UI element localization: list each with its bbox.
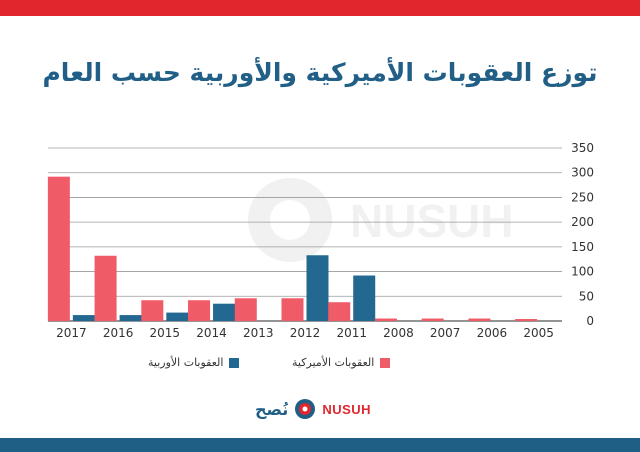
bar-american-2006	[468, 318, 491, 321]
y-tick-label: 50	[579, 289, 594, 303]
legend-european-label: العقوبات الأوربية	[148, 356, 224, 369]
x-tick-label: 2014	[196, 326, 227, 340]
bar-european-2012	[306, 255, 329, 321]
bar-american-2008	[374, 318, 397, 321]
bottom-accent-bar	[0, 438, 640, 452]
bar-american-2013	[234, 298, 257, 321]
bar-european-2017	[72, 315, 95, 321]
logo-latin-text: NUSUH	[322, 401, 372, 417]
footer-logo: نُصح NUSUH	[255, 398, 371, 420]
y-tick-label: 300	[571, 166, 594, 180]
y-tick-label: 350	[571, 141, 594, 155]
bar-chart: 0 50 100 150 200 250 300 350 2017 2016 2015 2014 201…	[47, 141, 594, 340]
x-tick-label: 2013	[243, 326, 274, 340]
bar-european-2014	[213, 303, 236, 321]
legend-american: العقوبات الأميركية	[292, 356, 391, 369]
bar-european-2016	[119, 315, 142, 321]
bar-american-2012	[281, 298, 304, 321]
bar-european-2011	[353, 275, 376, 321]
bar-european-2015	[166, 312, 189, 321]
legend-american-label: العقوبات الأميركية	[292, 356, 375, 369]
x-tick-label: 2008	[383, 326, 414, 340]
bar-american-2014	[188, 300, 211, 321]
x-tick-label: 2015	[150, 326, 181, 340]
x-tick-label: 2017	[56, 326, 87, 340]
y-tick-label: 100	[571, 265, 594, 279]
logo-arabic-text: نُصح	[255, 399, 289, 419]
x-tick-label: 2007	[430, 326, 461, 340]
bar-american-2015	[141, 300, 164, 321]
y-tick-label: 200	[571, 215, 594, 229]
y-tick-label: 250	[571, 190, 594, 204]
y-tick-label: 150	[571, 240, 594, 254]
chart-title: توزع العقوبات الأميركية والأوربية حسب ال…	[42, 58, 598, 87]
bar-american-2016	[94, 255, 117, 321]
x-tick-label: 2012	[290, 326, 321, 340]
x-tick-label: 2006	[477, 326, 508, 340]
legend-american-swatch	[380, 357, 391, 368]
bar-american-2007	[421, 318, 444, 321]
x-tick-label: 2005	[523, 326, 554, 340]
top-accent-bar	[0, 0, 640, 16]
y-tick-label: 0	[586, 314, 594, 328]
x-tick-label: 2011	[336, 326, 367, 340]
bar-american-2005	[515, 319, 538, 321]
bar-american-2011	[328, 302, 351, 321]
nusuh-logo-icon	[295, 399, 316, 419]
legend-european: العقوبات الأوربية	[148, 356, 240, 369]
legend-european-swatch	[229, 357, 240, 368]
x-tick-label: 2016	[103, 326, 134, 340]
bar-american-2017	[47, 176, 70, 321]
